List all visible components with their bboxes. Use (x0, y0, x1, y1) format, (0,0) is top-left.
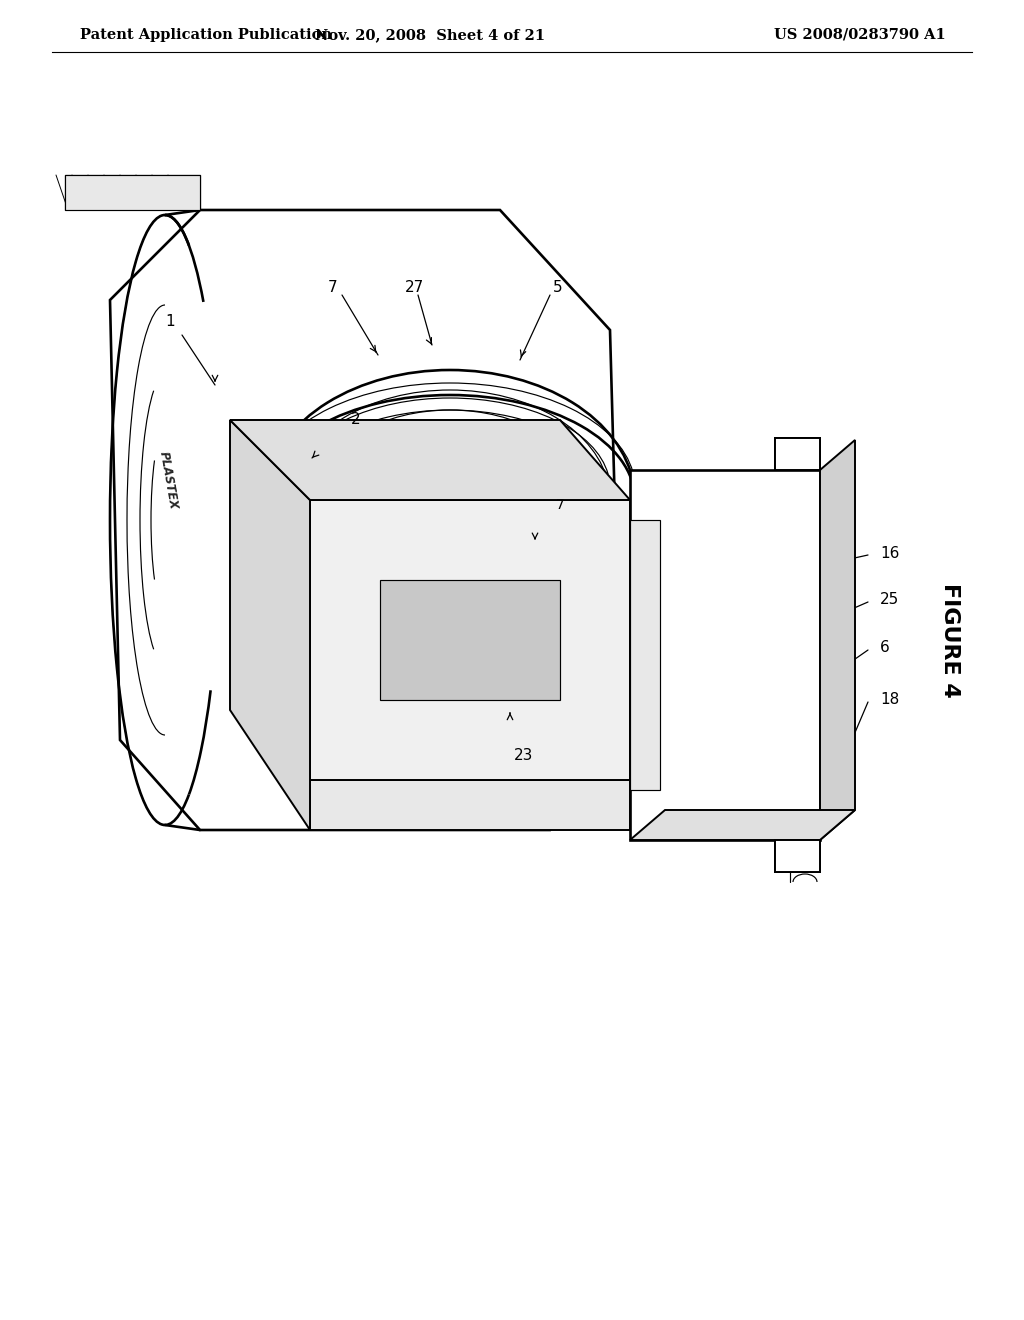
Polygon shape (310, 500, 630, 780)
Text: 27: 27 (406, 281, 425, 296)
Text: 1: 1 (165, 314, 175, 330)
Text: 25: 25 (880, 593, 899, 607)
Text: FIGURE 4: FIGURE 4 (940, 582, 961, 697)
Polygon shape (820, 440, 855, 840)
Polygon shape (775, 438, 820, 470)
Text: Nov. 20, 2008  Sheet 4 of 21: Nov. 20, 2008 Sheet 4 of 21 (315, 28, 545, 42)
Text: 16: 16 (880, 545, 899, 561)
Text: ALTEX: ALTEX (727, 525, 763, 535)
Polygon shape (230, 420, 310, 830)
Polygon shape (230, 420, 630, 500)
Text: US 2008/0283790 A1: US 2008/0283790 A1 (774, 28, 946, 42)
Text: 5: 5 (553, 281, 563, 296)
Text: 7: 7 (328, 281, 338, 296)
Polygon shape (775, 840, 820, 873)
Polygon shape (65, 176, 200, 210)
Text: PLASTEX: PLASTEX (157, 450, 179, 510)
Polygon shape (630, 810, 855, 840)
Text: Patent Application Publication: Patent Application Publication (80, 28, 332, 42)
Text: 2: 2 (351, 412, 360, 428)
Polygon shape (630, 520, 660, 789)
Polygon shape (310, 780, 630, 830)
Text: 7: 7 (556, 498, 564, 512)
Text: 23: 23 (514, 747, 534, 763)
Polygon shape (630, 470, 820, 840)
Polygon shape (380, 579, 560, 700)
Text: 18: 18 (880, 693, 899, 708)
Text: 6: 6 (880, 640, 890, 656)
Polygon shape (110, 210, 620, 830)
